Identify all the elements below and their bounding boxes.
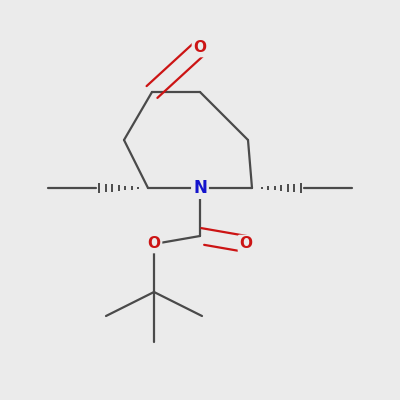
Text: O: O [240,236,252,252]
Text: O: O [148,236,160,252]
Text: N: N [193,179,207,197]
Text: O: O [194,40,206,56]
